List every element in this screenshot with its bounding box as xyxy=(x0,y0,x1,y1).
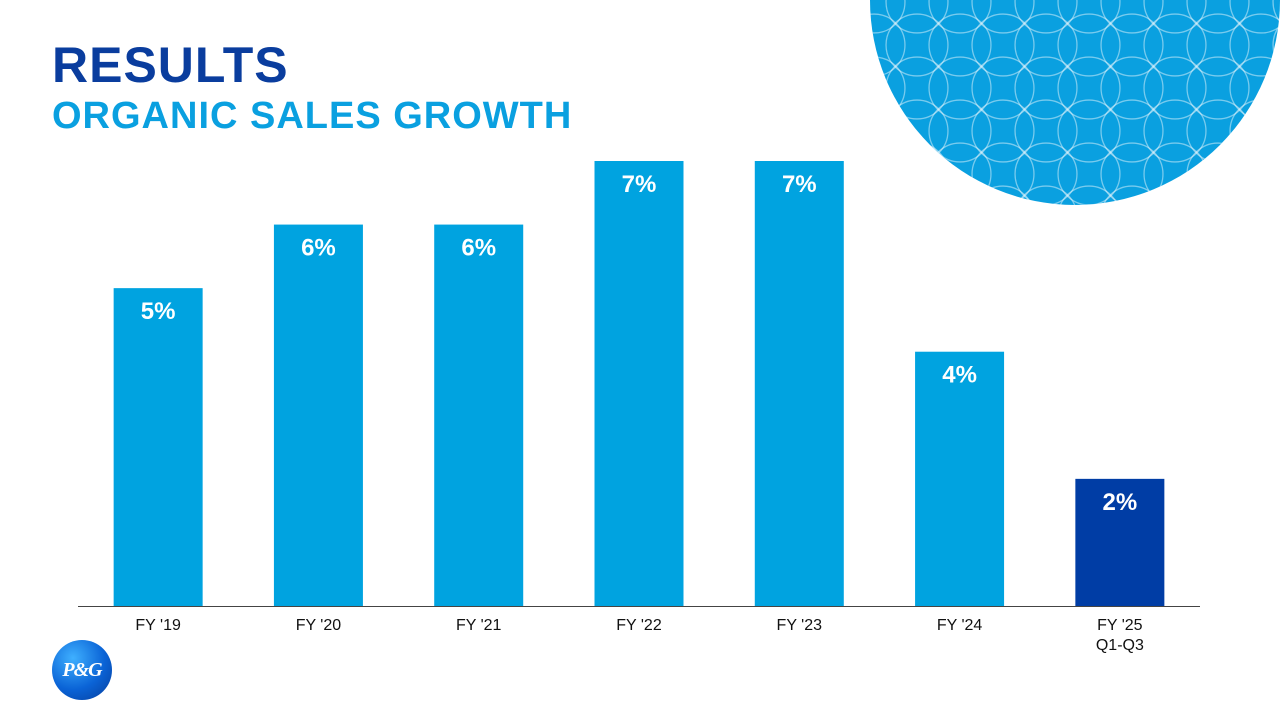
decorative-pattern-circle xyxy=(870,0,1280,205)
bar-1 xyxy=(273,224,363,607)
bar-2 xyxy=(434,224,524,607)
pg-logo-text: P&G xyxy=(62,658,102,681)
bar-5 xyxy=(915,351,1005,606)
bar-data-label-3: 7% xyxy=(622,171,657,198)
bar-data-label-0: 5% xyxy=(141,298,176,325)
x-tick-label-0: FY '19 xyxy=(135,617,181,634)
bar-data-label-4: 7% xyxy=(782,171,817,198)
pg-logo: P&G xyxy=(52,640,112,700)
bar-3 xyxy=(594,161,684,606)
bar-data-label-1: 6% xyxy=(301,235,336,262)
x-tick-label-1: FY '20 xyxy=(296,617,342,634)
bar-4 xyxy=(754,161,844,606)
decor-circle-fill xyxy=(870,0,1280,205)
bar-data-label-6: 2% xyxy=(1103,489,1138,516)
bar-0 xyxy=(113,288,203,606)
bar-6 xyxy=(1075,478,1165,606)
x-tick-label-5: FY '24 xyxy=(937,617,983,634)
bar-data-label-5: 4% xyxy=(942,362,977,389)
x-tick-label-4: FY '23 xyxy=(777,617,823,634)
x-tick-label-2: FY '21 xyxy=(456,617,502,634)
page-subtitle: ORGANIC SALES GROWTH xyxy=(52,95,573,137)
x-tick-label-3: FY '22 xyxy=(616,617,662,634)
bar-data-label-2: 6% xyxy=(461,235,496,262)
x-tick-label-6: FY '25 Q1-Q3 xyxy=(1096,617,1144,654)
page-title: RESULTS xyxy=(52,37,289,93)
